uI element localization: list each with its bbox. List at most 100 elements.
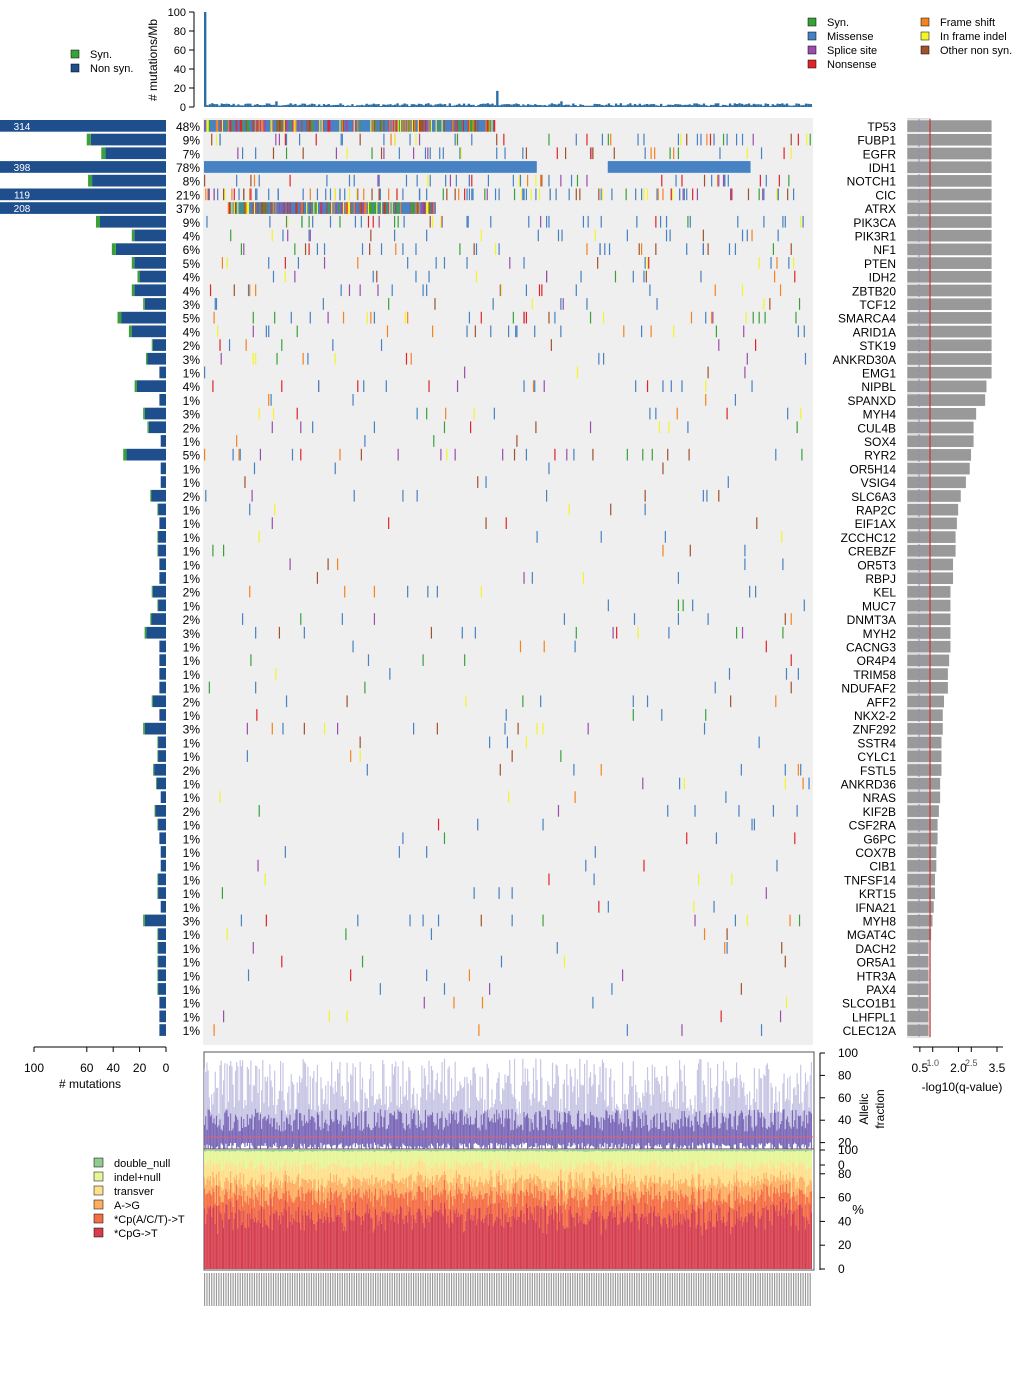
allelic-fraction-iqr: [746, 1116, 747, 1149]
mutation-cell: [670, 230, 671, 242]
allelic-fraction-iqr: [576, 1129, 577, 1148]
spectrum-segment: [352, 1175, 353, 1187]
allelic-fraction-range: [323, 1104, 324, 1129]
spectrum-segment: [503, 1183, 504, 1200]
spectrum-segment: [288, 1163, 289, 1176]
mutation-cell: [339, 189, 340, 201]
spectrum-segment: [421, 1150, 422, 1151]
allelic-fraction-range: [304, 1062, 305, 1115]
allelic-fraction-range: [545, 1101, 546, 1116]
mutation-cell: [469, 969, 470, 981]
mutation-cell: [724, 942, 725, 954]
allelic-fraction-range: [804, 1091, 805, 1110]
mutation-cell: [681, 175, 682, 187]
mutation-cell: [773, 805, 774, 817]
allelic-fraction-range: [389, 1086, 390, 1113]
mutation-rate-bar: [541, 105, 543, 107]
spectrum-segment: [260, 1164, 261, 1186]
spectrum-segment: [418, 1209, 419, 1269]
spectrum-segment: [233, 1230, 234, 1269]
qvalue-bar: [907, 202, 992, 214]
allelic-fraction-range: [474, 1067, 475, 1124]
spectrum-segment: [412, 1167, 413, 1189]
mutation-rate-bar: [394, 105, 396, 107]
allelic-fraction-iqr: [728, 1118, 729, 1145]
allelic-fraction-range: [519, 1101, 520, 1126]
gene-syn-count-bar: [157, 545, 158, 557]
gene-percent: 4%: [183, 284, 201, 298]
allelic-fraction-iqr: [305, 1123, 306, 1148]
spectrum-segment: [285, 1150, 286, 1151]
spectrum-segment: [494, 1223, 495, 1269]
allelic-fraction-iqr: [385, 1110, 386, 1144]
allelic-fraction-range: [255, 1065, 256, 1109]
allelic-fraction-range: [218, 1113, 219, 1125]
gene-count-bar: [91, 134, 166, 146]
mutation-cell: [461, 147, 462, 159]
spectrum-segment: [396, 1209, 397, 1269]
allelic-fraction-iqr: [723, 1117, 724, 1145]
qvalue-bar: [907, 723, 943, 735]
spectrum-segment: [311, 1151, 312, 1164]
spectrum-segment: [363, 1193, 364, 1221]
spectrum-segment: [388, 1151, 389, 1167]
allelic-fraction-iqr: [317, 1112, 318, 1148]
allelic-fraction-range: [221, 1061, 222, 1129]
mutation-cell: [557, 147, 558, 159]
mutation-rate-bar: [356, 105, 358, 107]
mutation-cell: [778, 189, 779, 201]
spectrum-segment: [487, 1193, 488, 1208]
spectrum-segment: [483, 1150, 484, 1151]
spectrum-segment: [237, 1187, 238, 1200]
spectrum-segment: [310, 1163, 311, 1179]
spectrum-segment: [515, 1207, 516, 1269]
mutation-rate-bar: [760, 104, 762, 107]
spectrum-segment: [310, 1219, 311, 1269]
mutation-rate-bar: [677, 104, 679, 107]
mutation-cell: [237, 147, 238, 159]
spectrum-segment: [461, 1193, 462, 1213]
allelic-fraction-range: [447, 1069, 448, 1126]
mutation-cell: [493, 298, 494, 310]
gene-syn-count-bar: [157, 737, 158, 749]
qvalue-bar: [907, 216, 992, 228]
allelic-fraction-range: [465, 1112, 466, 1124]
allelic-fraction-range: [256, 1066, 257, 1113]
spectrum-segment: [445, 1175, 446, 1190]
mutation-cell: [374, 586, 375, 598]
top-legend-syn-label: Syn.: [90, 49, 112, 61]
allelic-fraction-iqr: [503, 1127, 504, 1145]
spectrum-segment: [287, 1151, 288, 1170]
allelic-fraction-iqr: [763, 1117, 764, 1152]
spectrum-segment: [292, 1180, 293, 1202]
spectrum-segment: [339, 1151, 340, 1165]
gene-name: ANKRD36: [841, 777, 897, 791]
mutation-rate-bar: [582, 105, 584, 107]
mutation-cell: [563, 298, 564, 310]
spectrum-segment: [247, 1196, 248, 1214]
allelic-fraction-range: [781, 1113, 782, 1121]
allelic-fraction-iqr: [290, 1115, 291, 1151]
mutation-rate-bar: [627, 104, 629, 107]
allelic-fraction-iqr: [477, 1128, 478, 1145]
mutation-cell: [526, 189, 527, 201]
spectrum-segment: [407, 1174, 408, 1188]
allelic-fraction-range: [430, 1092, 431, 1114]
spectrum-segment: [311, 1190, 312, 1212]
mutation-cell: [761, 147, 762, 159]
allelic-fraction-iqr: [431, 1115, 432, 1144]
mutation-cell: [475, 627, 476, 639]
allelic-fraction-iqr: [402, 1123, 403, 1144]
mutation-rate-bar: [392, 105, 394, 107]
gene-count-bar: [158, 504, 166, 516]
mutation-cell: [550, 189, 551, 201]
spectrum-segment: [379, 1197, 380, 1220]
allelic-fraction-range: [219, 1065, 220, 1119]
gene-name: NIPBL: [861, 380, 896, 394]
spectrum-segment: [405, 1179, 406, 1192]
spectrum-segment: [236, 1151, 237, 1165]
spectrum-segment: [292, 1150, 293, 1152]
mutation-cell: [761, 1024, 762, 1036]
gene-percent: 1%: [183, 503, 201, 517]
allelic-fraction-range: [320, 1077, 321, 1130]
